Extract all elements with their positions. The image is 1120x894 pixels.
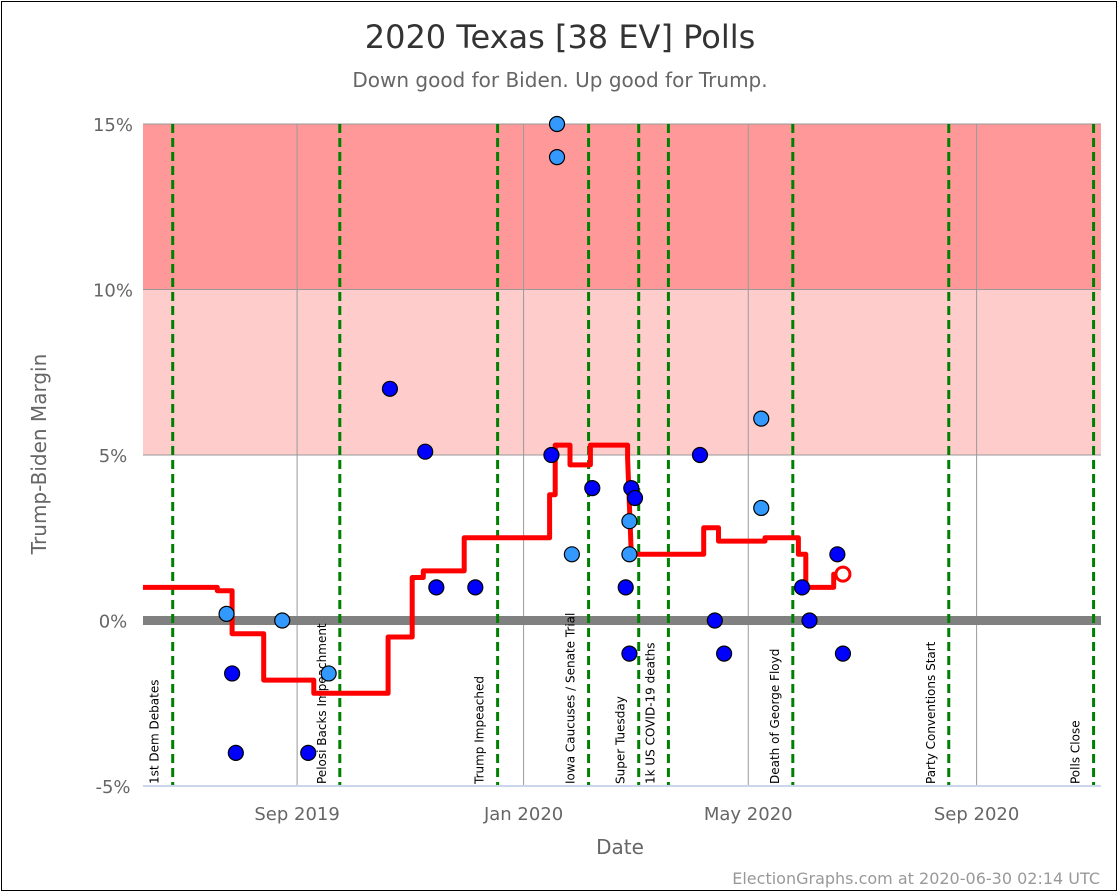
y-axis-title: Trump-Biden Margin — [27, 354, 51, 555]
x-tick-label: Sep 2019 — [254, 804, 339, 825]
event-label: Trump Impeached — [473, 676, 487, 785]
poll-point — [584, 480, 601, 497]
poll-point — [548, 149, 566, 166]
margin-band-0 — [143, 124, 1101, 290]
event-label: Super Tuesday — [614, 696, 628, 784]
poll-point — [320, 665, 337, 682]
poll-point — [691, 446, 709, 464]
poll-point — [381, 380, 399, 397]
average-end-marker — [834, 565, 852, 583]
y-tick-label: 10% — [93, 281, 133, 302]
chart-subtitle: Down good for Biden. Up good for Trump. — [352, 68, 767, 92]
x-tick-label: May 2020 — [704, 804, 793, 825]
x-tick-label: Sep 2020 — [934, 804, 1019, 825]
poll-point — [706, 612, 723, 629]
poll-point — [224, 665, 241, 682]
poll-point — [274, 612, 291, 629]
event-label: Pelosi Backs Impeachment — [315, 623, 329, 784]
poll-point — [563, 546, 580, 563]
x-axis-title: Date — [596, 835, 644, 859]
event-label: Party Conventions Start — [924, 641, 938, 784]
poll-point — [621, 645, 638, 662]
poll-point — [218, 605, 235, 622]
average-line — [143, 442, 843, 696]
poll-point — [621, 546, 638, 563]
poll-point — [467, 579, 484, 596]
event-label: Iowa Caucuses / Senate Trial — [564, 613, 578, 784]
y-tick-label: 0% — [99, 612, 128, 633]
poll-point — [716, 645, 733, 662]
poll-point — [834, 645, 852, 662]
poll-point — [617, 579, 634, 596]
poll-point — [753, 410, 770, 427]
poll-point — [829, 546, 846, 563]
poll-point — [548, 115, 566, 133]
poll-point — [543, 446, 560, 464]
poll-point — [428, 579, 445, 596]
poll-point — [621, 513, 638, 530]
poll-point — [227, 744, 244, 762]
chart-credit: ElectionGraphs.com at 2020-06-30 02:14 U… — [732, 869, 1100, 888]
poll-point — [793, 579, 811, 596]
poll-point — [801, 612, 818, 629]
chart-title: 2020 Texas [38 EV] Polls — [365, 18, 756, 56]
poll-point — [417, 443, 434, 460]
y-tick-label: 15% — [93, 115, 133, 136]
poll-point — [753, 499, 770, 517]
event-label: Polls Close — [1069, 720, 1083, 784]
x-tick-label: Jan 2020 — [483, 804, 563, 825]
margin-band-1 — [143, 289, 1101, 455]
event-label: 1k US COVID-19 deaths — [643, 642, 657, 784]
y-tick-label: -5% — [95, 777, 130, 798]
event-label: 1st Dem Debates — [148, 680, 162, 784]
poll-point — [626, 489, 644, 507]
y-tick-label: 5% — [99, 446, 128, 467]
event-label: Death of George Floyd — [768, 649, 782, 784]
poll-point — [300, 744, 317, 762]
